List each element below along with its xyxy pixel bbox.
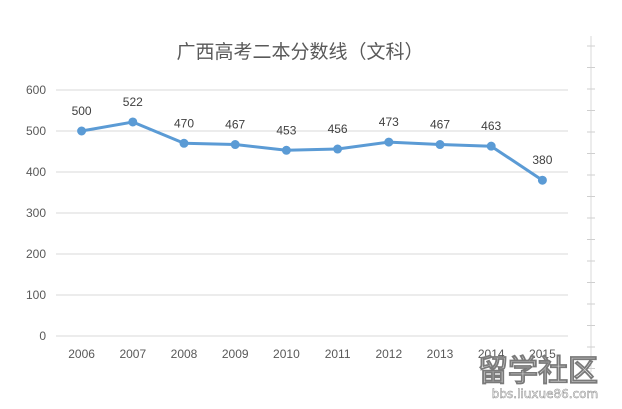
y-tick-label: 500 (26, 124, 46, 138)
x-tick-label: 2012 (375, 347, 402, 361)
y-tick-label: 100 (26, 288, 46, 302)
data-label: 463 (481, 119, 501, 133)
data-point (537, 175, 547, 185)
y-tick-label: 0 (39, 329, 46, 343)
x-tick-label: 2007 (119, 347, 146, 361)
data-point (77, 126, 87, 136)
data-point (179, 138, 189, 148)
data-points (77, 117, 547, 185)
data-label: 456 (328, 122, 348, 136)
watermark-url: bbs.liuxue86.com (492, 387, 598, 401)
right-chart-edge (587, 36, 595, 372)
data-point (281, 145, 291, 155)
data-point (486, 141, 496, 151)
x-tick-label: 2013 (427, 347, 454, 361)
data-label: 453 (276, 123, 296, 137)
data-point (333, 144, 343, 154)
y-tick-label: 600 (26, 83, 46, 97)
x-tick-label: 2014 (478, 347, 505, 361)
x-axis-ticks: 2006 2007 2008 2009 2010 2011 2012 2013 2014 2015 (68, 347, 556, 361)
data-label: 522 (123, 95, 143, 109)
x-tick-label: 2015 (529, 347, 556, 361)
gridlines (56, 89, 568, 337)
y-tick-label: 300 (26, 206, 46, 220)
x-tick-label: 2011 (325, 347, 351, 361)
data-point (128, 117, 138, 127)
data-label: 470 (174, 116, 194, 130)
site-watermark: 留学社区 bbs.liuxue86.com (478, 354, 599, 402)
x-tick-label: 2009 (222, 347, 249, 361)
data-point (384, 137, 394, 147)
watermark-logo: 留学社区 (478, 354, 598, 389)
y-tick-label: 200 (26, 247, 46, 261)
data-label: 467 (225, 118, 245, 132)
data-labels: 500 522 470 467 453 456 473 467 463 380 (72, 95, 553, 167)
series-line (80, 120, 544, 182)
x-tick-label: 2010 (273, 347, 300, 361)
y-tick-label: 400 (26, 165, 46, 179)
data-label: 500 (72, 104, 92, 118)
chart-title: 广西高考二本分数线（文科） (176, 41, 423, 63)
y-axis-ticks: 0 100 200 300 400 500 600 (26, 83, 46, 343)
data-point (230, 140, 240, 150)
x-tick-label: 2008 (171, 347, 198, 361)
data-label: 380 (532, 153, 552, 167)
data-label: 467 (430, 118, 450, 132)
x-tick-label: 2006 (68, 347, 95, 361)
data-label: 473 (379, 115, 399, 129)
data-point (435, 140, 445, 150)
